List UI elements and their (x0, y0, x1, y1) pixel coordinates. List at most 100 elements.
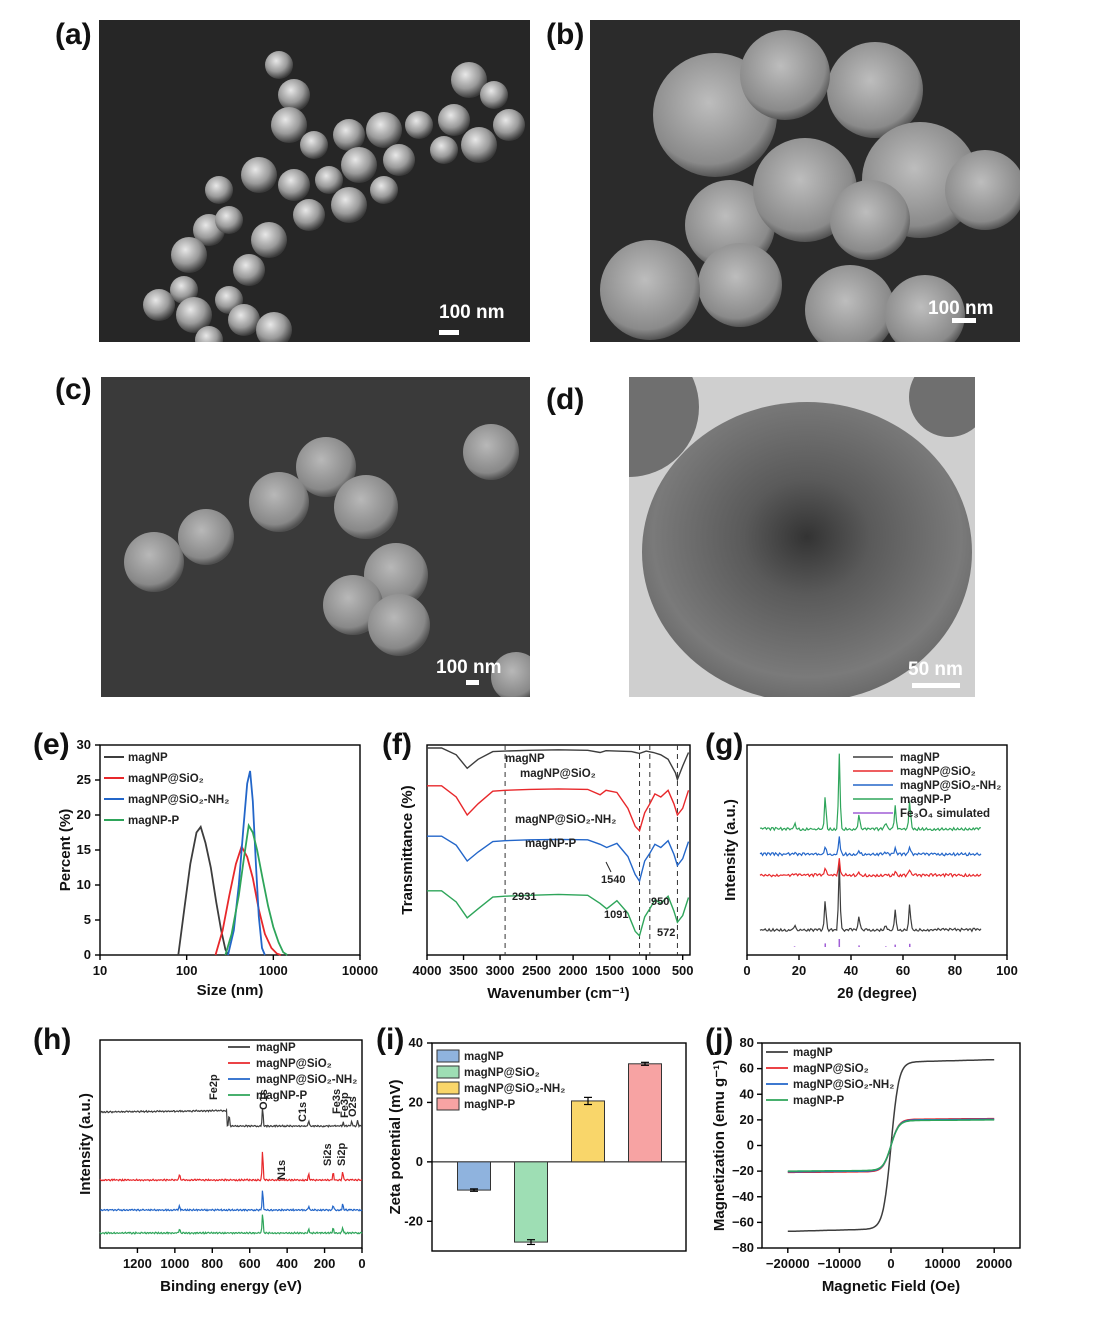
y-tick-label: 60 (740, 1061, 754, 1076)
legend-label-e: magNP@SiO₂-NH₂ (128, 794, 229, 806)
peak-annotation: Fe3p (339, 1092, 351, 1118)
series-line-g-3 (759, 753, 982, 832)
legend-label-i: magNP-P (464, 1099, 515, 1111)
legend-label-j: magNP-P (793, 1095, 844, 1107)
y-tick-label: 5 (84, 912, 91, 927)
y-tick-label: 15 (77, 842, 91, 857)
panel-label-j: (j) (705, 1023, 734, 1056)
x-tick-label: 600 (239, 1256, 261, 1271)
x-tick-label: 20000 (976, 1256, 1012, 1271)
legend-swatch-i (436, 1081, 460, 1095)
legend-swatch-i (436, 1097, 460, 1111)
bar (514, 1161, 548, 1243)
peak-annotation: C1s (297, 1102, 309, 1122)
x-tick-label: 1200 (123, 1256, 152, 1271)
y-tick-label: 20 (740, 1112, 754, 1127)
panel-label-c: (c) (55, 373, 92, 406)
x-axis-label: Binding energy (eV) (160, 1278, 302, 1295)
x-tick-label: 1000 (632, 963, 661, 978)
series-line-e-0 (177, 824, 229, 956)
series-line-h-2 (99, 1190, 363, 1212)
bar (628, 1063, 662, 1163)
panel-label-g: (g) (705, 728, 744, 761)
y-tick-label: 20 (409, 1094, 423, 1109)
peak-annotation: O2s (347, 1096, 359, 1117)
axes-frame-g (746, 744, 1008, 956)
x-tick-label: 10000 (925, 1256, 961, 1271)
panel-label-d: (d) (546, 383, 585, 416)
y-tick-label: 0 (747, 1138, 754, 1153)
axes-frame-h (99, 1039, 363, 1249)
series-label-f: magNP@SiO₂-NH₂ (515, 814, 616, 826)
peak-annotation: Fe3s (331, 1089, 343, 1114)
x-tick-label: 1500 (595, 963, 624, 978)
series-label-f: magNP (505, 753, 545, 765)
x-tick-label: 500 (672, 963, 694, 978)
legend-label-h: magNP@SiO₂ (256, 1058, 332, 1070)
scale-bar-label-a: 100 nm (439, 302, 505, 323)
annotation-arrow (605, 861, 612, 873)
y-tick-label: -20 (404, 1213, 423, 1228)
y-tick-label: 25 (77, 772, 91, 787)
y-tick-label: 0 (84, 947, 91, 962)
series-line-f-2 (427, 835, 690, 883)
legend-label-i: magNP (464, 1051, 504, 1063)
series-line-g-0 (759, 861, 982, 933)
legend-label-g: magNP (900, 752, 940, 764)
y-tick-label: −20 (732, 1163, 754, 1178)
x-tick-label: 4000 (413, 963, 442, 978)
x-tick-label: 60 (896, 963, 910, 978)
series-line-h-1 (99, 1151, 363, 1182)
series-line-f-3 (427, 890, 690, 938)
panel-label-b: (b) (546, 18, 585, 51)
legend-label-h: magNP-P (256, 1090, 307, 1102)
peak-annotation: 2931 (512, 891, 536, 903)
x-tick-label: 0 (358, 1256, 365, 1271)
x-tick-label: 1000 (259, 963, 288, 978)
x-axis-label: Wavenumber (cm⁻¹) (487, 985, 629, 1002)
bar (571, 1100, 605, 1163)
y-axis-label: Zeta potential (mV) (387, 1079, 404, 1214)
peak-annotation: Si2s (322, 1143, 334, 1166)
legend-label-g: Fe₃O₄ simulated (900, 808, 990, 820)
y-tick-label: 10 (77, 877, 91, 892)
series-line-h-0 (99, 1107, 363, 1129)
peak-annotation: 1091 (604, 909, 628, 921)
scale-bar-label-d: 50 nm (908, 659, 963, 680)
x-tick-label: −10000 (818, 1256, 862, 1271)
legend-label-j: magNP@SiO₂-NH₂ (793, 1079, 894, 1091)
peak-annotation: N1s (276, 1160, 288, 1180)
panel-label-f: (f) (382, 728, 412, 761)
legend-label-j: magNP@SiO₂ (793, 1063, 869, 1075)
panel-label-h: (h) (33, 1023, 72, 1056)
series-line-h-3 (99, 1214, 363, 1235)
legend-swatch-i (436, 1065, 460, 1079)
x-tick-label: 3500 (449, 963, 478, 978)
series-line-f-0 (427, 747, 690, 782)
x-axis-label: Size (nm) (197, 982, 264, 999)
panel-label-e: (e) (33, 728, 70, 761)
peak-annotation: Fe2p (208, 1074, 220, 1100)
x-axis-label: Magnetic Field (Oe) (822, 1278, 960, 1295)
x-tick-label: 0 (743, 963, 750, 978)
x-axis-label: 2θ (degree) (837, 985, 917, 1002)
y-tick-label: 0 (416, 1154, 423, 1169)
peak-annotation: 1540 (601, 874, 625, 886)
y-tick-label: −80 (732, 1240, 754, 1255)
panel-label-a: (a) (55, 18, 92, 51)
legend-label-e: magNP (128, 752, 168, 764)
y-tick-label: 80 (740, 1035, 754, 1050)
y-axis-label: Intensity (a.u.) (722, 799, 739, 901)
legend-label-g: magNP@SiO₂ (900, 766, 976, 778)
legend-label-e: magNP@SiO₂ (128, 773, 204, 785)
series-label-f: magNP-P (525, 838, 576, 850)
y-axis-label: Percent (%) (57, 809, 74, 892)
bar (457, 1161, 491, 1191)
x-tick-label: 200 (314, 1256, 336, 1271)
x-tick-label: −20000 (766, 1256, 810, 1271)
x-tick-label: 2000 (559, 963, 588, 978)
legend-label-g: magNP-P (900, 794, 951, 806)
x-tick-label: 1000 (160, 1256, 189, 1271)
series-line-e-3 (224, 822, 288, 956)
